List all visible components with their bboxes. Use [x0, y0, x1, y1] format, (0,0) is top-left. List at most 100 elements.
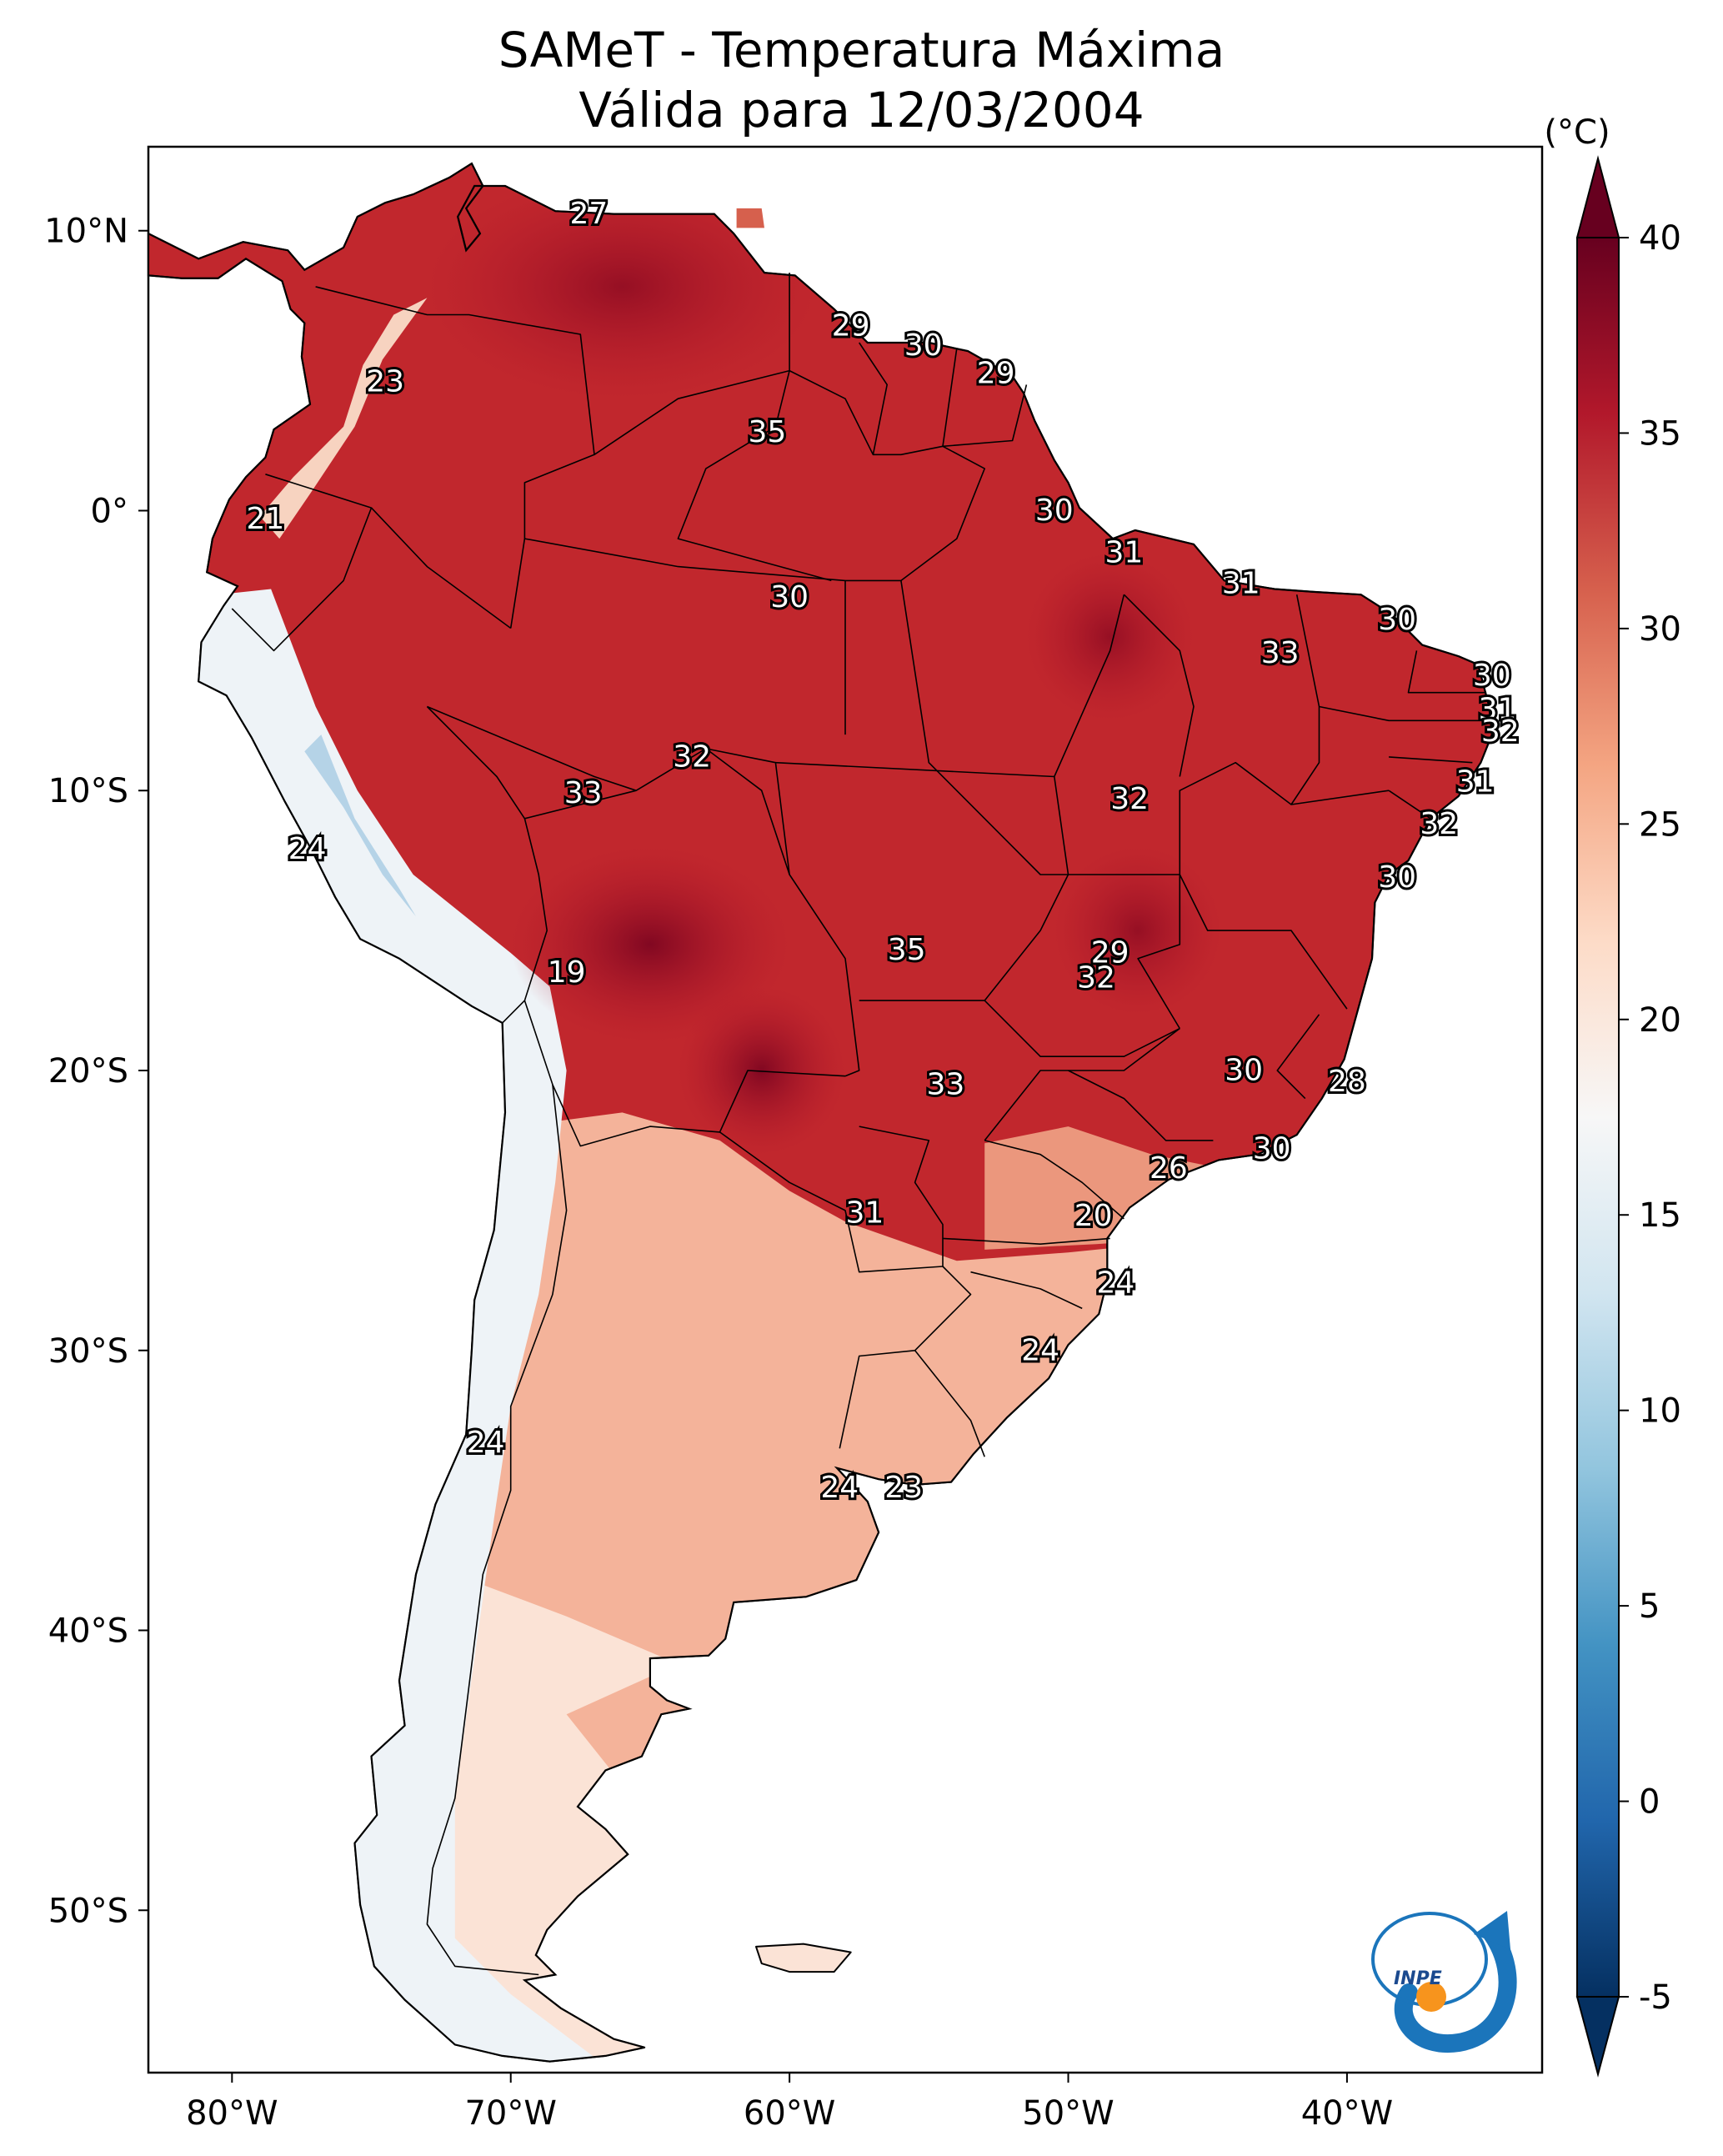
x-tick-label: 50°W	[1022, 2094, 1114, 2133]
contour-label: 35	[748, 415, 786, 449]
colorbar-ticks: 40 35 30 25 20 15 10 5 0 -5	[1619, 219, 1681, 2017]
border-line	[1068, 874, 1181, 1030]
colorbar-tick-label: 10	[1639, 1392, 1681, 1431]
contour-label: 31	[1222, 566, 1260, 600]
colorbar-tick-label: 40	[1639, 219, 1681, 258]
falkland-islands	[755, 1943, 852, 1973]
hotspot-chaco	[678, 986, 845, 1155]
border-line	[1319, 705, 1487, 722]
contour-label: 30	[1253, 1132, 1291, 1166]
contour-label: 31	[845, 1196, 884, 1231]
border-line	[984, 1140, 1124, 1220]
y-tick-label: 10°N	[44, 213, 128, 251]
hotspot-bolivia	[510, 846, 790, 1043]
contour-label: 24	[467, 1426, 505, 1460]
contour-label: 29	[832, 308, 870, 343]
contour-label: 27	[569, 197, 608, 231]
border-line	[315, 273, 790, 456]
contour-label: 24	[1021, 1333, 1059, 1367]
y-tick-label: 10°S	[48, 772, 128, 810]
y-tick-label: 40°S	[48, 1612, 128, 1651]
colorbar: (°C) 40 35 30 25 20 15 10 5 0 -5	[1544, 113, 1681, 2078]
border-line	[426, 1084, 568, 1976]
contour-label: 32	[1110, 782, 1149, 816]
border-line	[1179, 874, 1348, 1010]
border-line	[1407, 650, 1487, 694]
contour-label: 31	[1479, 692, 1517, 726]
border-line	[942, 348, 958, 447]
political-borders	[231, 273, 1487, 1976]
y-tick-label: 30°S	[48, 1332, 128, 1371]
logo-text: INPE	[1394, 1968, 1442, 1989]
contour-label: 32	[1420, 807, 1458, 841]
axis-labels: 80°W 70°W 60°W 50°W 40°W 10°N 0° 10°S 20°S 30°S 40…	[44, 213, 1393, 2133]
colombian-andes-region	[259, 298, 428, 539]
coastline	[147, 162, 1493, 2063]
contour-label: 33	[1261, 636, 1300, 670]
colorbar-tick-label: 25	[1639, 805, 1681, 844]
contour-label: 30	[904, 328, 943, 363]
border-line	[509, 454, 595, 629]
colorbar-tick-label: 5	[1639, 1587, 1660, 1626]
colorbar-tick-label: 15	[1639, 1196, 1681, 1235]
border-line	[859, 776, 1069, 1001]
colorbar-tick-label: 35	[1639, 414, 1681, 453]
contour-label: 30	[1378, 603, 1416, 637]
border-line	[914, 1350, 985, 1457]
contour-label: 20	[1074, 1199, 1113, 1233]
trinidad-island	[736, 208, 764, 228]
x-tick-label: 40°W	[1301, 2094, 1393, 2133]
colorbar-extend-min	[1575, 1996, 1620, 2078]
contour-label: 33	[926, 1067, 964, 1101]
y-tick-label: 0°	[91, 492, 128, 530]
logo-swoosh	[1394, 1925, 1517, 2053]
contour-label: 35	[888, 933, 926, 967]
contour-label: 30	[1473, 659, 1511, 693]
colorbar-tick-label: 30	[1639, 610, 1681, 649]
contour-label: 30	[770, 580, 809, 614]
border-line	[265, 474, 512, 629]
border-line	[984, 1000, 1180, 1057]
inpe-logo: INPE	[1371, 1911, 1517, 2053]
border-line	[705, 748, 790, 875]
logo-arrow-icon	[1474, 1911, 1510, 1949]
contour-label: 32	[1481, 714, 1520, 749]
contour-label: 31	[1456, 765, 1495, 800]
contour-label: 30	[1378, 860, 1416, 895]
x-tick-label: 70°W	[464, 2094, 556, 2133]
border-line	[789, 369, 1028, 456]
hotspot-northeast	[1026, 552, 1195, 721]
x-tick-label: 60°W	[744, 2094, 835, 2133]
contour-label: 24	[1096, 1266, 1134, 1301]
contour-label: 26	[1150, 1151, 1188, 1186]
colorbar-tick-label: -5	[1639, 1978, 1672, 2017]
map-subtitle: Válida para 12/03/2004	[579, 82, 1144, 138]
contour-label: 24	[820, 1471, 859, 1505]
colorbar-unit: (°C)	[1544, 113, 1610, 152]
border-line	[231, 507, 373, 652]
contour-label: 30	[1035, 494, 1074, 528]
contour-label: 23	[884, 1471, 923, 1505]
y-tick-label: 50°S	[48, 1892, 128, 1930]
hotspot-north	[427, 174, 818, 399]
y-tick-label: 20°S	[48, 1052, 128, 1091]
border-line	[524, 748, 860, 1077]
contour-label: 29	[977, 357, 1015, 391]
border-line	[984, 1027, 1180, 1141]
border-line	[1068, 1070, 1214, 1141]
contour-label: 30	[1225, 1054, 1263, 1088]
colorbar-scale	[1576, 237, 1620, 1998]
colorbar-extend-max	[1575, 155, 1620, 238]
border-line	[859, 342, 888, 455]
border-line	[942, 1237, 1110, 1245]
border-line	[970, 1271, 1083, 1310]
x-tick-label: 80°W	[186, 2094, 278, 2133]
contour-label: 19	[548, 955, 586, 990]
contour-label: 31	[1104, 535, 1143, 569]
contour-label: 24	[288, 832, 327, 866]
border-line	[1290, 594, 1320, 805]
contour-label: 33	[564, 776, 603, 810]
contour-label: 29	[1091, 936, 1129, 970]
border-line	[1179, 761, 1390, 875]
